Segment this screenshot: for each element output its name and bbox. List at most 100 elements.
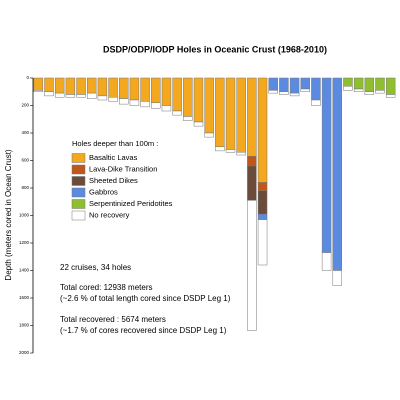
bar-segment <box>300 88 310 92</box>
bar-segment <box>343 86 353 91</box>
bar-segment <box>375 90 385 94</box>
bar-segment <box>321 77 332 253</box>
bar-segment <box>247 165 257 201</box>
bar-segment <box>353 88 364 92</box>
legend-swatch <box>71 176 86 186</box>
bar-segment <box>225 149 236 153</box>
bar-segment <box>225 77 236 150</box>
y-tick-label: 200 <box>21 103 29 108</box>
legend-label: Lava-Dike Transition <box>89 164 157 173</box>
bar-segment <box>332 270 343 286</box>
bar-segment <box>385 77 396 95</box>
bar-segment <box>321 252 332 271</box>
bar-segment <box>215 146 225 152</box>
bar-segment <box>108 77 118 98</box>
bar-segment <box>375 77 385 91</box>
legend-swatch <box>71 199 86 209</box>
bar-segment <box>204 132 214 138</box>
bar-segment <box>279 77 289 92</box>
bar-segment <box>183 116 193 121</box>
annotation: 22 cruises, 34 holes <box>60 263 131 272</box>
bar-segment <box>129 77 140 101</box>
y-tick-label: 0 <box>26 75 29 80</box>
bar-segment <box>279 91 289 95</box>
bar-segment <box>215 77 225 147</box>
bar-segment <box>54 92 65 98</box>
bar-segment <box>97 77 108 97</box>
bar-segment <box>108 97 118 102</box>
bar-segment <box>172 110 182 116</box>
bar-segment <box>289 92 300 97</box>
bar-segment <box>353 77 364 90</box>
legend-label: Gabbros <box>89 187 118 196</box>
bar-segment <box>268 90 278 94</box>
bar-segment <box>151 77 161 103</box>
legend-title: Holes deeper than 100m : <box>72 139 158 148</box>
bar-segment <box>364 91 375 95</box>
bar-segment <box>33 90 44 92</box>
bar-segment <box>65 77 76 95</box>
bar-segment <box>54 77 65 94</box>
bar-segment <box>257 219 268 266</box>
y-tick-label: 2000 <box>19 350 30 355</box>
y-axis-label: Depth (meters cored in Ocean Crust) <box>4 149 13 280</box>
y-tick-label: 1600 <box>19 295 30 300</box>
y-tick-label: 1400 <box>19 268 30 273</box>
bar-segment <box>364 77 375 92</box>
bar-segment <box>247 200 257 331</box>
legend-label: Serpentinized Peridotites <box>89 199 173 208</box>
legend-swatch <box>71 210 86 221</box>
legend-swatch <box>71 187 86 198</box>
bar-segment <box>257 182 268 191</box>
y-tick-label: 1200 <box>19 240 30 245</box>
y-tick-label: 1000 <box>19 213 30 218</box>
annotation: (~1.7 % of cores recovered since DSDP Le… <box>60 326 227 335</box>
bar-segment <box>119 77 129 99</box>
y-tick-label: 600 <box>21 158 29 163</box>
bar-segment <box>161 105 172 112</box>
bar-segment <box>257 213 268 220</box>
chart-title: DSDP/ODP/IODP Holes in Oceanic Crust (19… <box>103 44 327 54</box>
bar-segment <box>183 77 193 117</box>
bar-segment <box>385 94 396 98</box>
legend-label: Sheeted Dikes <box>89 176 138 185</box>
bar-segment <box>289 77 300 94</box>
bar-segment <box>193 121 204 127</box>
bar-segment <box>161 77 172 106</box>
bar-segment <box>140 77 150 102</box>
legend-swatch <box>71 153 86 163</box>
bar-segment <box>193 77 204 123</box>
y-tick-label: 800 <box>21 185 29 190</box>
bar-segment <box>268 77 278 91</box>
bar-segment <box>236 77 246 153</box>
legend-label: Basaltic Lavas <box>89 153 138 162</box>
legend-label: No recovery <box>89 210 130 219</box>
bar-segment <box>140 101 150 108</box>
bar-segment <box>236 152 246 156</box>
bar-segment <box>129 99 140 106</box>
annotation: Total recovered : 5674 meters <box>60 315 166 324</box>
bar-segment <box>76 77 86 95</box>
bar-segment <box>311 99 321 106</box>
legend-swatch <box>71 164 86 175</box>
bar-segment <box>44 91 54 97</box>
bar-segment <box>172 77 182 112</box>
bar-segment <box>86 92 97 99</box>
bar-segment <box>76 94 86 98</box>
bar-segment <box>65 94 76 98</box>
bar-segment <box>247 77 257 157</box>
bar-segment <box>311 77 321 101</box>
bar-segment <box>247 156 257 167</box>
bar-segment <box>343 77 353 87</box>
bar-segment <box>204 77 214 134</box>
annotation: Total cored: 12938 meters <box>60 283 153 292</box>
bar-segment <box>300 77 310 90</box>
y-tick-label: 400 <box>21 130 29 135</box>
bar-segment <box>151 102 161 109</box>
bar-segment <box>86 77 97 94</box>
bar-segment <box>33 77 44 91</box>
y-tick-label: 1800 <box>19 323 30 328</box>
bar-segment <box>332 77 343 271</box>
bar-segment <box>44 77 54 92</box>
